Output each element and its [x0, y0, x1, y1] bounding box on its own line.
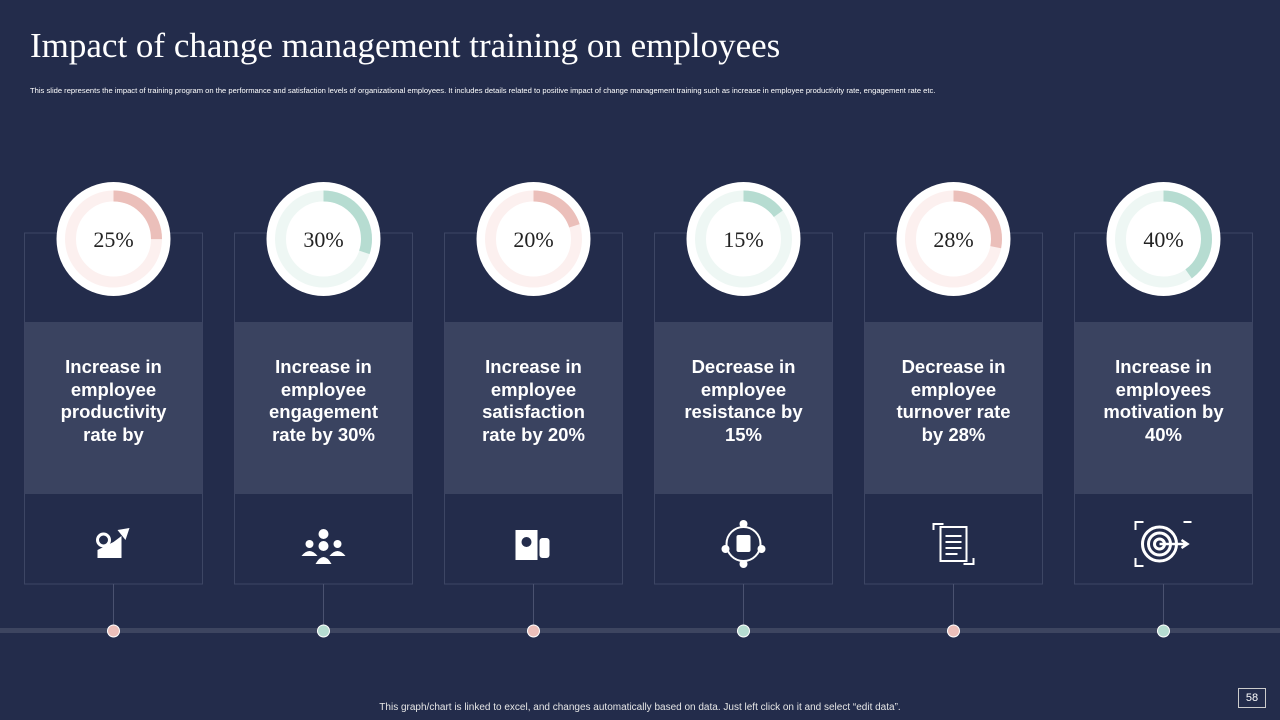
donut-arc — [485, 190, 582, 288]
footer-note: This graph/chart is linked to excel, and… — [379, 702, 901, 713]
icon-shape — [945, 535, 962, 555]
page-number: 58 — [1238, 688, 1266, 708]
icon-shape — [333, 540, 342, 548]
icon-shape — [932, 523, 975, 565]
card: Increase in employees motivation by 40% — [1075, 322, 1253, 494]
icon-shape — [318, 529, 329, 539]
card-box — [864, 322, 1043, 494]
card-text: Increase in employee engagement rate by … — [269, 356, 378, 445]
donut-arc — [905, 190, 1002, 288]
timeline-dot — [947, 624, 960, 638]
card: Decrease in employee turnover rate by 28… — [865, 322, 1043, 494]
card: Increase in employee productivity rate b… — [25, 322, 203, 494]
icon-shape — [721, 545, 730, 553]
donut-value-label: 30% — [303, 227, 343, 252]
icon-shape — [539, 538, 550, 558]
card-text: Decrease in employee turnover rate by 28… — [896, 356, 1011, 445]
timeline-dot — [1157, 624, 1170, 638]
donut-arc — [695, 190, 792, 288]
icon-shape — [521, 537, 532, 547]
timeline-dot — [317, 624, 330, 638]
icon-shape — [97, 536, 122, 558]
icon-shape — [96, 532, 111, 548]
card: Increase in employee satisfaction rate b… — [445, 322, 623, 494]
icon-shape — [736, 535, 751, 552]
icon-shape — [305, 540, 314, 548]
card-box — [654, 322, 833, 494]
donut-value-label: 40% — [1143, 227, 1183, 252]
timeline-dot — [527, 624, 540, 638]
icon-shape — [117, 528, 130, 540]
card-text: Increase in employee satisfaction rate b… — [482, 356, 585, 445]
donut-arc — [1115, 190, 1212, 288]
card-text: Increase in employee productivity rate b… — [60, 356, 167, 445]
icon-shape — [301, 551, 346, 564]
icon-shape — [939, 526, 968, 562]
card: Increase in employee engagement rate by … — [235, 322, 413, 494]
card-box — [234, 322, 413, 494]
timeline-dot — [107, 624, 120, 638]
card-icon — [721, 520, 766, 568]
icon-shape — [1134, 521, 1192, 567]
card-icon — [1134, 521, 1192, 567]
donut-value-label: 28% — [933, 227, 973, 252]
slide-title: Impact of change management training on … — [30, 26, 781, 65]
card-box — [24, 322, 203, 494]
icon-shape — [739, 520, 748, 528]
icon-shape — [318, 541, 329, 551]
card-icon — [96, 528, 130, 558]
donut-value-label: 20% — [513, 227, 553, 252]
card-text: Decrease in employee resistance by 15% — [684, 356, 803, 445]
card-icon — [515, 530, 550, 560]
card: Decrease in employee resistance by 15% — [655, 322, 833, 494]
donut-arc — [275, 190, 372, 288]
icon-shape — [739, 560, 748, 568]
timeline-dot — [737, 624, 750, 638]
donut-arc — [65, 190, 162, 288]
card-icon — [932, 523, 975, 565]
donut-value-label: 15% — [723, 227, 763, 252]
card-icon — [301, 529, 346, 564]
card-box — [444, 322, 623, 494]
timeline-bar — [0, 628, 1280, 633]
card-box — [1074, 322, 1253, 494]
card-text: Increase in employees motivation by 40% — [1103, 356, 1224, 445]
slide-subtitle: This slide represents the impact of trai… — [30, 86, 936, 95]
icon-shape — [1159, 538, 1190, 550]
icon-shape — [757, 545, 766, 553]
donut-value-label: 25% — [93, 227, 133, 252]
